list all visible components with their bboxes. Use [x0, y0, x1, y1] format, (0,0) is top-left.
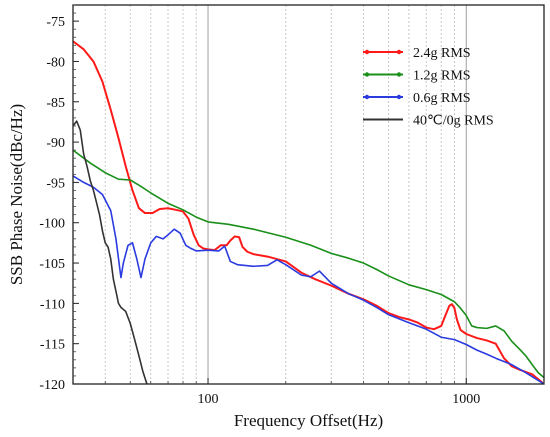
series-layer	[73, 40, 544, 384]
y-tick-label: -95	[46, 176, 65, 191]
legend-label: 40℃/0g RMS	[413, 114, 494, 129]
x-tick-label: 1000	[452, 392, 480, 407]
legend-marker	[364, 94, 370, 100]
legend-label: 0.6g RMS	[413, 91, 471, 106]
grid-layer	[104, 5, 467, 384]
y-tick-label: -100	[39, 217, 65, 232]
legend-marker	[396, 94, 402, 100]
x-tick-label: 100	[198, 392, 219, 407]
legend-label: 1.2g RMS	[413, 69, 471, 84]
legend-marker	[396, 72, 402, 77]
y-axis-label: SSB Phase Noise(dBc/Hz)	[7, 104, 26, 285]
y-tick-label: -120	[39, 378, 65, 393]
y-tick-label: -90	[46, 136, 65, 151]
y-tick-label: -105	[39, 257, 65, 272]
axes-layer: -75 -80 -85 -90 -95 -100 -105 -110 -115 -120 100 10…	[39, 4, 545, 407]
y-tick-label: -115	[40, 338, 65, 353]
series-line	[73, 149, 544, 379]
legend-marker	[364, 49, 370, 55]
legend-marker	[396, 49, 402, 55]
series-line	[73, 175, 544, 384]
y-tick-label: -80	[46, 55, 65, 70]
x-axis-label: Frequency Offset(Hz)	[234, 411, 383, 430]
y-tick-label: -75	[46, 15, 65, 30]
y-tick-label: -110	[40, 297, 65, 312]
legend-label: 2.4g RMS	[413, 46, 471, 61]
plot-frame	[72, 4, 545, 385]
legend: 2.4g RMS 1.2g RMS 0.6g RMS 40℃/0g RMS	[363, 46, 494, 129]
legend-marker	[364, 72, 370, 77]
series-line	[73, 40, 544, 384]
series-line	[73, 120, 148, 384]
y-tick-label: -85	[46, 96, 65, 111]
